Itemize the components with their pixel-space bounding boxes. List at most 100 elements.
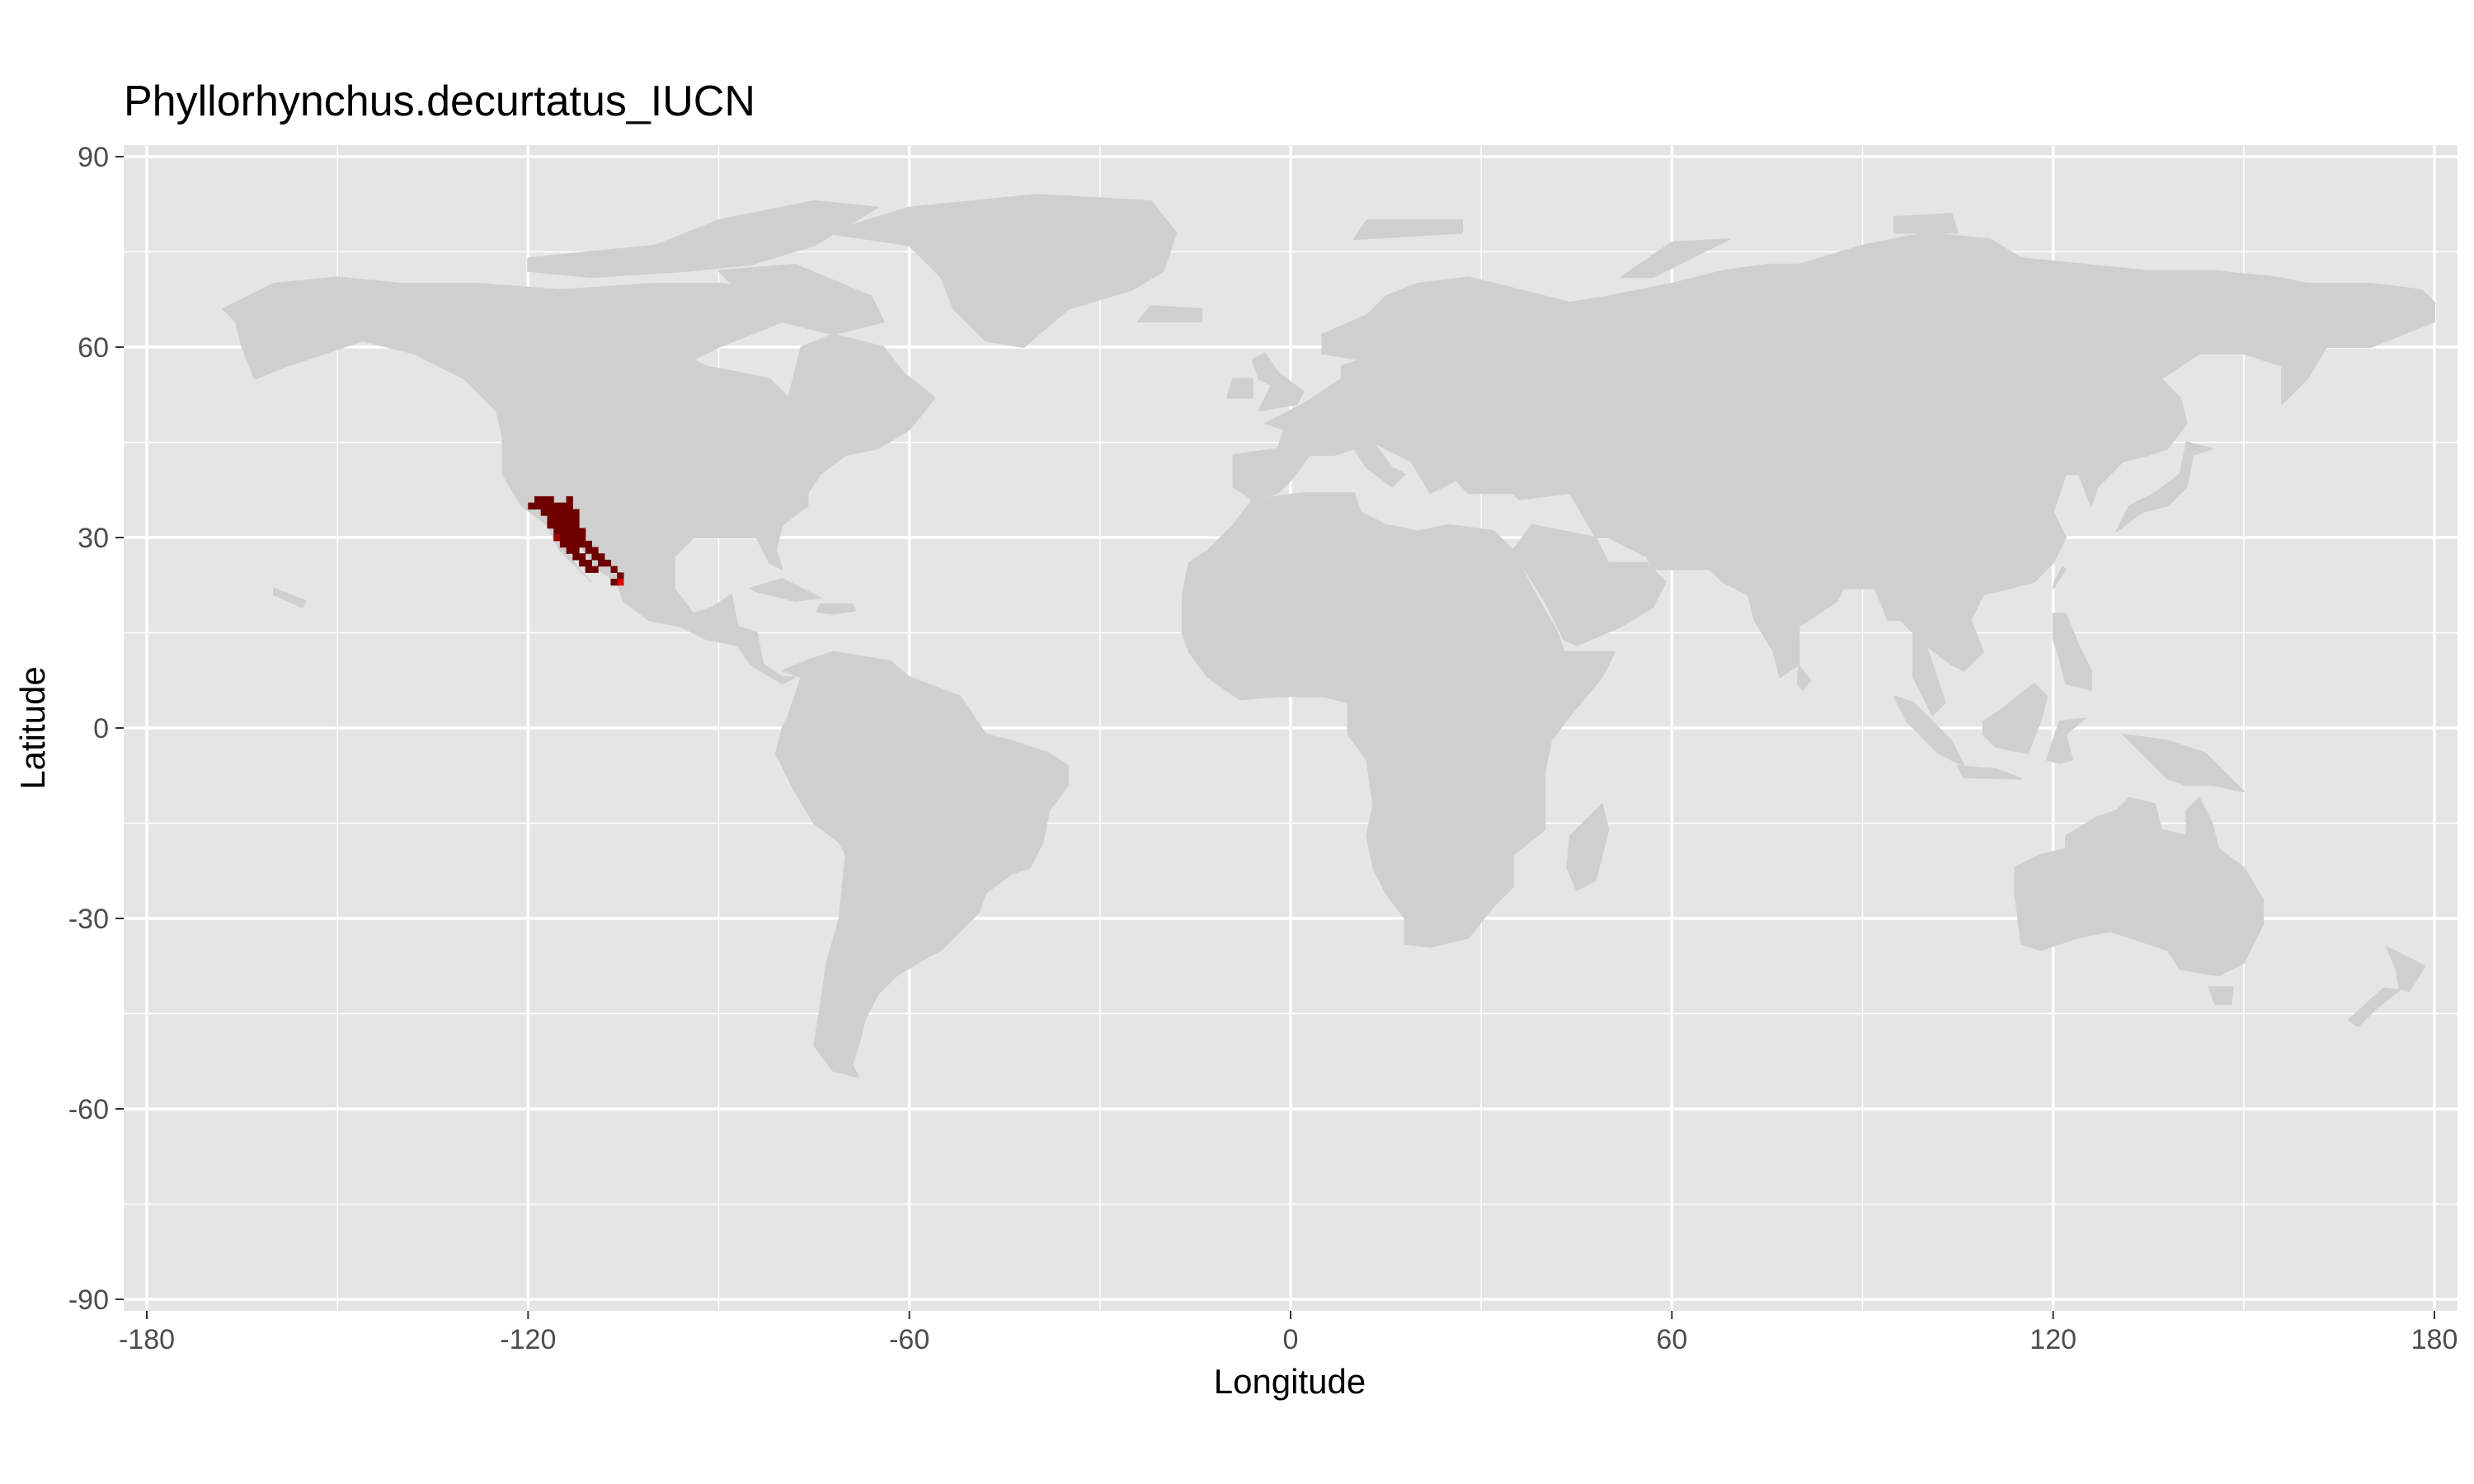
range-cell [553,528,561,535]
y-axis: 90 60 30 0 -30 -60 -90 [68,142,124,1316]
range-cell [579,540,586,548]
range-cell [585,566,592,573]
land-great-britain [1251,352,1305,411]
range-cell [579,559,586,567]
land-greenland [825,194,1178,348]
range-cell [572,528,580,535]
range-cell [572,553,580,561]
range-cell [547,495,554,504]
range-cell [553,534,561,542]
land-japan [2115,441,2213,533]
land-cuba [750,578,821,602]
range-cell [591,566,599,573]
x-tick-label: 60 [1656,1324,1687,1355]
range-cell [566,528,573,535]
range-cell [534,495,542,504]
land-south-america [774,650,1070,1078]
range-cell [572,540,580,548]
range-cell [585,559,592,567]
range-cell [617,572,624,580]
land-eurasia [1232,232,2435,716]
range-cell [579,534,586,542]
range-cell [566,515,573,523]
land-north-america [222,276,936,685]
range-cell [553,502,561,510]
range-cell [572,515,580,523]
range-cell [559,534,567,542]
land-africa [1182,492,1616,948]
range-cell [566,521,573,529]
y-tick-label: 90 [78,142,109,173]
y-tick-label: 60 [78,332,109,364]
land-scandinavia [1321,283,1470,373]
range-cell [572,547,580,554]
range-cell [559,515,567,523]
range-cell [540,495,548,504]
range-cell [566,540,573,548]
land-baffin-island [717,263,885,336]
land-nz-south-island [2348,987,2401,1027]
range-cell [585,540,592,548]
range-cell [585,547,592,554]
range-cell [547,521,554,529]
range-cell [591,547,599,554]
land-nz-north-island [2386,946,2426,993]
range-cell [579,528,586,535]
x-tick-label: 180 [2411,1324,2458,1355]
range-cell [566,509,573,516]
range-layer [528,495,624,586]
x-tick-label: -120 [500,1324,556,1355]
land-ireland [1225,378,1253,399]
x-axis: -180 -120 -60 0 60 120 180 [119,1311,2458,1355]
land-layer [222,194,2435,1078]
range-cell [559,521,567,529]
range-cell [604,559,612,567]
range-cell [566,534,573,542]
land-philippines [2052,613,2092,691]
y-tick-label: -30 [68,904,109,935]
x-tick-label: 120 [2030,1324,2077,1355]
range-cell [528,502,535,510]
y-tick-label: 30 [78,523,109,554]
land-arctic-islands [527,200,879,279]
range-cell [598,559,605,567]
land-hawaii [273,587,307,608]
range-cell [617,579,624,586]
range-cell [572,534,580,542]
y-tick-label: -90 [68,1284,109,1316]
land-java [1957,765,2023,780]
land-madagascar [1566,803,1610,891]
range-cell [553,509,561,516]
land-australia [2014,796,2264,977]
range-cell [566,502,573,510]
y-tick-label: 0 [93,713,109,744]
range-cell [559,528,567,535]
range-cell [553,521,561,529]
range-cell [610,579,618,586]
range-cell [540,509,548,516]
land-hispaniola [816,603,857,615]
range-cell [547,502,554,510]
land-taiwan [2052,566,2067,589]
land-severnaya-zemlya [1893,213,1959,234]
x-tick-label: 0 [1283,1324,1299,1355]
range-cell [610,566,618,573]
y-axis-title: Latitude [13,666,52,789]
range-cell [547,509,554,516]
y-tick-label: -60 [68,1094,109,1125]
range-cell [566,495,573,504]
range-cell [534,502,542,510]
range-cell [579,553,586,561]
land-sulawesi [2046,717,2086,764]
range-cell [572,521,580,529]
chart-title: Phyllorhynchus.decurtatus_IUCN [124,77,755,125]
range-cell [572,509,580,516]
range-cell [598,553,605,561]
range-cell [547,515,554,523]
land-arabia [1512,524,1667,646]
range-cell [566,547,573,554]
x-tick-label: -60 [889,1324,929,1355]
land-tasmania [2208,986,2234,1005]
land-sri-lanka [1796,665,1812,691]
range-cell [559,509,567,516]
